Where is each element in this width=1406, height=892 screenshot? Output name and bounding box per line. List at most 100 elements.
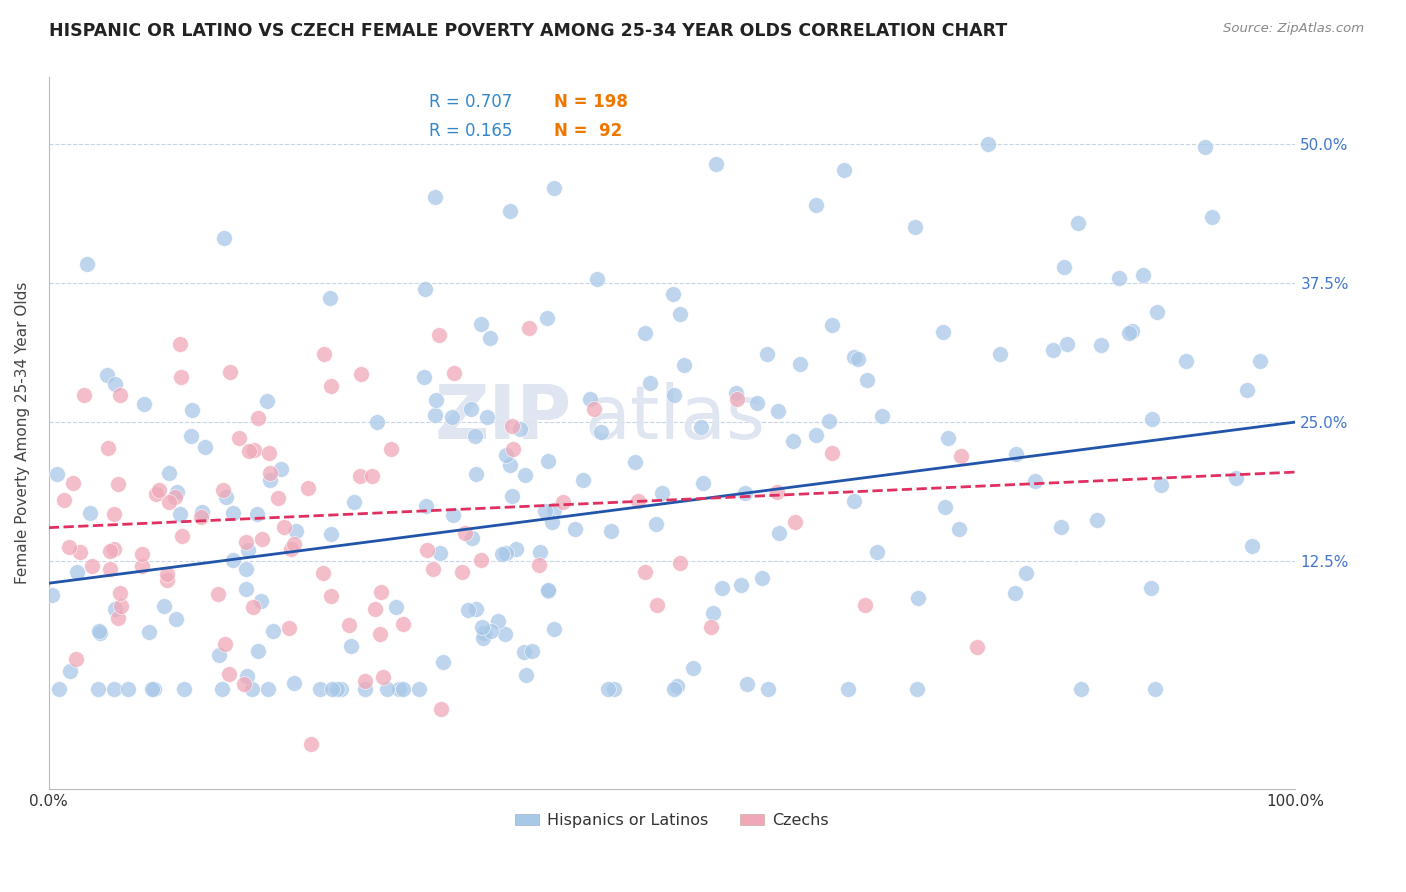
Point <box>166 612 188 626</box>
Point <box>103 681 125 696</box>
Point <box>278 621 301 635</box>
Point <box>353 681 375 696</box>
Point <box>599 524 621 538</box>
Point <box>215 490 238 504</box>
Point <box>846 351 869 366</box>
Point <box>1067 216 1090 230</box>
Point <box>257 446 280 460</box>
Point <box>948 522 970 536</box>
Point <box>735 677 758 691</box>
Point <box>543 181 565 195</box>
Point <box>872 409 894 423</box>
Point <box>479 331 502 345</box>
Point <box>1249 353 1271 368</box>
Point <box>513 468 536 483</box>
Point <box>377 681 399 696</box>
Point <box>285 524 308 538</box>
Point <box>211 681 233 696</box>
Point <box>79 506 101 520</box>
Point <box>170 369 193 384</box>
Point <box>100 562 122 576</box>
Point <box>543 502 565 516</box>
Point <box>89 625 111 640</box>
Point <box>1108 271 1130 285</box>
Point <box>470 553 492 567</box>
Point <box>669 556 692 570</box>
Point <box>690 420 713 434</box>
Point <box>756 681 779 696</box>
Point <box>134 397 156 411</box>
Point <box>246 410 269 425</box>
Point <box>853 598 876 612</box>
Point <box>297 481 319 495</box>
Point <box>321 681 343 696</box>
Point <box>471 631 494 645</box>
Point <box>832 162 855 177</box>
Point <box>312 566 335 581</box>
Point <box>73 388 96 402</box>
Point <box>700 619 723 633</box>
Point <box>782 434 804 449</box>
Point <box>103 507 125 521</box>
Point <box>472 625 495 640</box>
Point <box>108 585 131 599</box>
Text: ZIP: ZIP <box>434 383 572 456</box>
Point <box>662 287 685 301</box>
Point <box>856 373 879 387</box>
Point <box>766 404 789 418</box>
Point <box>479 624 502 638</box>
Point <box>408 681 430 696</box>
Point <box>65 565 87 579</box>
Point <box>751 571 773 585</box>
Text: Source: ZipAtlas.com: Source: ZipAtlas.com <box>1223 22 1364 36</box>
Point <box>451 566 474 580</box>
Point <box>1143 681 1166 696</box>
Point <box>710 581 733 595</box>
Point <box>273 520 295 534</box>
Point <box>1132 268 1154 282</box>
Point <box>1139 582 1161 596</box>
Point <box>1070 681 1092 696</box>
Point <box>551 495 574 509</box>
Point <box>259 466 281 480</box>
Point <box>319 527 342 541</box>
Point <box>502 442 524 456</box>
Point <box>45 467 67 482</box>
Point <box>1225 471 1247 485</box>
Point <box>1004 585 1026 599</box>
Point <box>477 409 499 424</box>
Point <box>486 614 509 628</box>
Point <box>936 431 959 445</box>
Point <box>517 320 540 334</box>
Point <box>250 532 273 546</box>
Point <box>1042 343 1064 357</box>
Point <box>515 668 537 682</box>
Point <box>934 500 956 515</box>
Point <box>416 543 439 558</box>
Point <box>702 607 724 621</box>
Point <box>169 337 191 351</box>
Point <box>1194 140 1216 154</box>
Point <box>537 584 560 599</box>
Point <box>425 393 447 408</box>
Point <box>87 681 110 696</box>
Point <box>499 458 522 472</box>
Point <box>821 446 844 460</box>
Point <box>138 624 160 639</box>
Point <box>58 540 80 554</box>
Point <box>312 347 335 361</box>
Point <box>388 681 411 696</box>
Point <box>235 535 257 549</box>
Point <box>1175 354 1198 368</box>
Point <box>318 291 340 305</box>
Point <box>373 669 395 683</box>
Point <box>430 701 453 715</box>
Point <box>673 359 696 373</box>
Point <box>117 681 139 696</box>
Point <box>141 681 163 696</box>
Point <box>1056 337 1078 351</box>
Point <box>87 624 110 638</box>
Point <box>1118 326 1140 341</box>
Point <box>392 616 415 631</box>
Point <box>207 586 229 600</box>
